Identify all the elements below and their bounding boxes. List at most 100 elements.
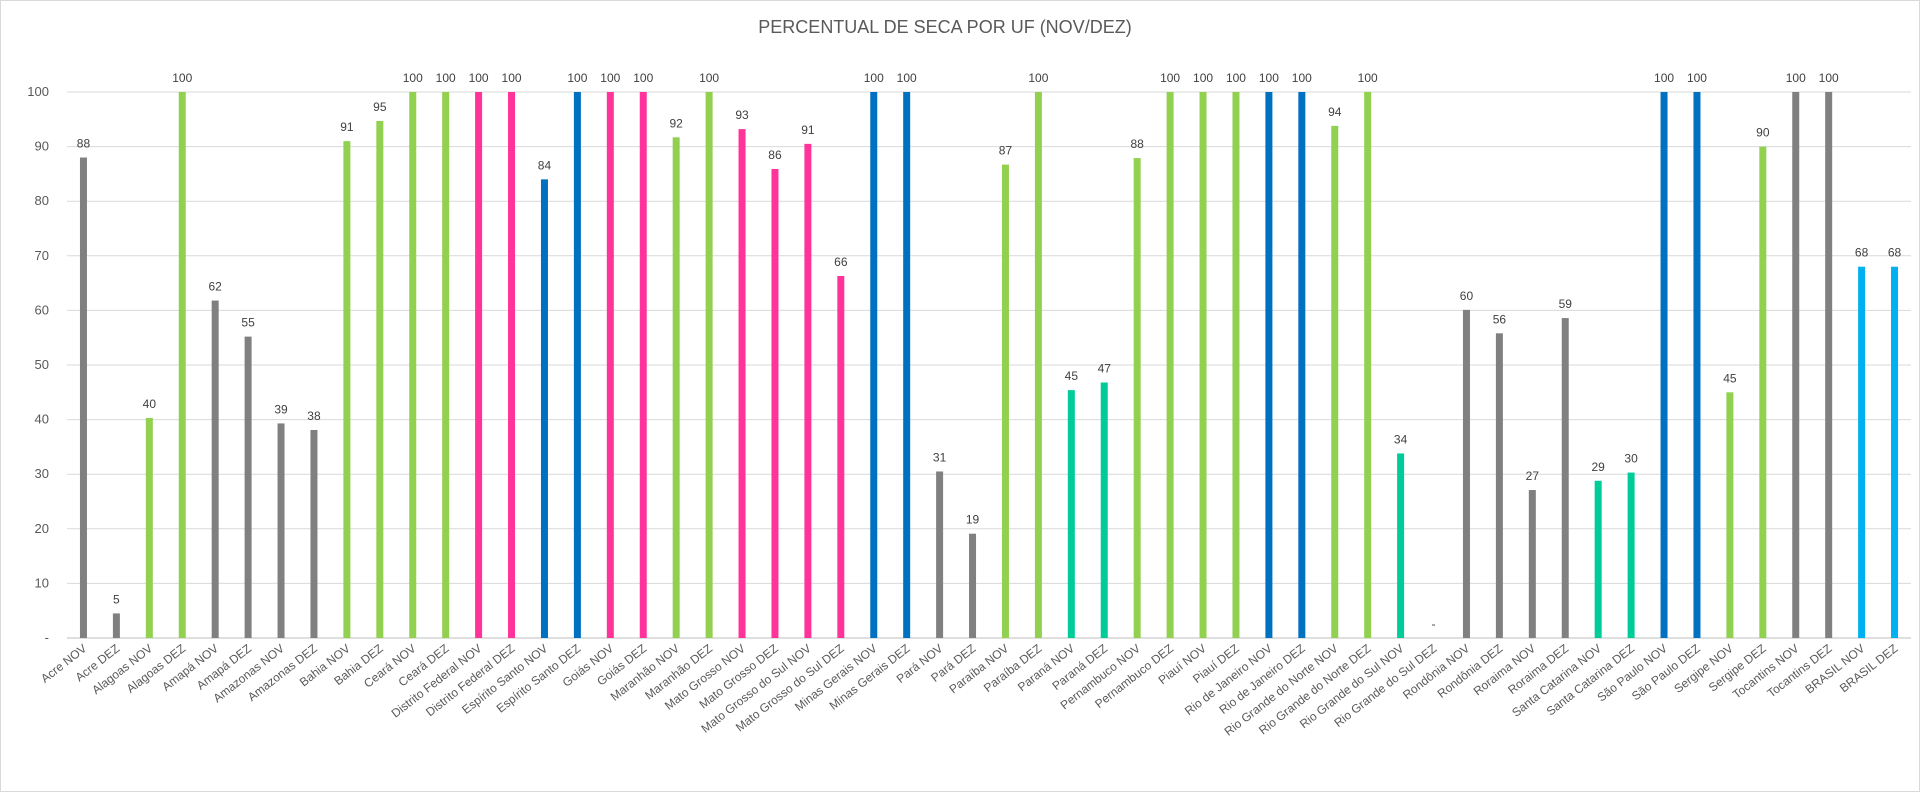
bar bbox=[1034, 92, 1042, 638]
gridlines bbox=[67, 91, 1911, 639]
bar bbox=[1561, 318, 1569, 638]
bar bbox=[1495, 333, 1503, 638]
bar bbox=[1298, 92, 1306, 638]
bar bbox=[672, 137, 680, 638]
bar bbox=[112, 613, 120, 638]
bar bbox=[1199, 92, 1207, 638]
data-label: 62 bbox=[208, 280, 222, 294]
data-label: 100 bbox=[502, 71, 522, 85]
y-tick-label: 20 bbox=[35, 521, 49, 536]
data-label: 94 bbox=[1328, 105, 1342, 119]
y-tick-label: 70 bbox=[35, 248, 49, 263]
bar bbox=[1594, 480, 1602, 638]
data-label: 34 bbox=[1394, 432, 1408, 446]
bar bbox=[508, 92, 516, 638]
data-label: 40 bbox=[143, 397, 157, 411]
data-label: 95 bbox=[373, 100, 387, 114]
bar bbox=[1627, 472, 1635, 638]
bar bbox=[1001, 164, 1009, 639]
data-label: 100 bbox=[1259, 71, 1279, 85]
data-label: 47 bbox=[1098, 361, 1112, 375]
bar bbox=[1462, 309, 1470, 638]
bar bbox=[870, 92, 878, 638]
y-tick-label: 60 bbox=[35, 302, 49, 317]
data-label: 30 bbox=[1624, 452, 1638, 466]
data-label: 66 bbox=[834, 255, 848, 269]
data-label: - bbox=[1432, 617, 1436, 631]
bar bbox=[1331, 125, 1339, 639]
y-tick-label: 100 bbox=[27, 84, 49, 99]
data-label: 39 bbox=[274, 402, 288, 416]
bar bbox=[1726, 392, 1734, 638]
data-label: 100 bbox=[864, 71, 884, 85]
bar bbox=[1133, 158, 1141, 639]
bar bbox=[1166, 92, 1174, 638]
y-tick-label: 10 bbox=[35, 575, 49, 590]
chart-title: PERCENTUAL DE SECA POR UF (NOV/DEZ) bbox=[758, 17, 1131, 37]
data-label: 100 bbox=[1193, 71, 1213, 85]
data-label: 92 bbox=[669, 116, 683, 130]
bar bbox=[705, 92, 713, 638]
bar bbox=[1067, 390, 1075, 638]
data-label: 100 bbox=[600, 71, 620, 85]
bar bbox=[738, 129, 746, 639]
data-label: 91 bbox=[340, 120, 354, 134]
data-label: 84 bbox=[538, 158, 552, 172]
bar bbox=[211, 300, 219, 638]
data-label: 100 bbox=[1226, 71, 1246, 85]
data-label: 5 bbox=[113, 592, 120, 606]
bar bbox=[540, 179, 548, 639]
data-label: 100 bbox=[1292, 71, 1312, 85]
data-label: 59 bbox=[1559, 297, 1573, 311]
data-label: 100 bbox=[633, 71, 653, 85]
data-label: 45 bbox=[1723, 371, 1737, 385]
y-axis-ticks: - 10 20 30 40 50 60 70 80 90 100 bbox=[27, 84, 49, 645]
bar bbox=[1528, 490, 1536, 638]
bar bbox=[475, 92, 483, 638]
y-tick-label: 30 bbox=[35, 466, 49, 481]
data-label: 100 bbox=[1654, 71, 1674, 85]
data-label: 68 bbox=[1888, 246, 1902, 260]
bar bbox=[573, 92, 581, 638]
data-label: 100 bbox=[403, 71, 423, 85]
data-label: 91 bbox=[801, 123, 815, 137]
data-label: 100 bbox=[1786, 71, 1806, 85]
bar bbox=[310, 429, 318, 638]
bar bbox=[969, 533, 977, 638]
bar bbox=[1364, 92, 1372, 638]
bar bbox=[936, 471, 944, 638]
y-tick-label: - bbox=[45, 630, 49, 645]
data-label: 100 bbox=[172, 71, 192, 85]
data-label: 100 bbox=[699, 71, 719, 85]
bar bbox=[1891, 266, 1899, 638]
bar bbox=[1759, 146, 1767, 638]
data-label: 100 bbox=[1028, 71, 1048, 85]
data-label: 87 bbox=[999, 144, 1013, 158]
y-tick-label: 40 bbox=[35, 412, 49, 427]
bar bbox=[1660, 92, 1668, 638]
data-label: 29 bbox=[1591, 460, 1605, 474]
y-tick-label: 80 bbox=[35, 193, 49, 208]
data-label: 100 bbox=[567, 71, 587, 85]
bar bbox=[771, 168, 779, 638]
bar bbox=[1825, 92, 1833, 638]
data-label: 88 bbox=[77, 137, 91, 151]
data-label: 55 bbox=[241, 316, 255, 330]
bar bbox=[409, 92, 417, 638]
data-label: 19 bbox=[966, 513, 980, 527]
bar bbox=[804, 143, 812, 638]
data-label: 100 bbox=[436, 71, 456, 85]
data-label: 45 bbox=[1065, 369, 1079, 383]
bar bbox=[1232, 92, 1240, 638]
data-label: 60 bbox=[1460, 289, 1474, 303]
bar bbox=[1100, 382, 1108, 638]
bar bbox=[1397, 453, 1405, 638]
bar bbox=[277, 423, 285, 638]
bar bbox=[178, 92, 186, 638]
data-labels: 88 5 40 100 62 55 39 38 91 95 100 100 100 100 84 100 100… bbox=[77, 71, 1902, 631]
data-label: 93 bbox=[735, 108, 749, 122]
data-label: 27 bbox=[1526, 469, 1540, 483]
data-label: 88 bbox=[1130, 137, 1144, 151]
y-tick-label: 50 bbox=[35, 357, 49, 372]
